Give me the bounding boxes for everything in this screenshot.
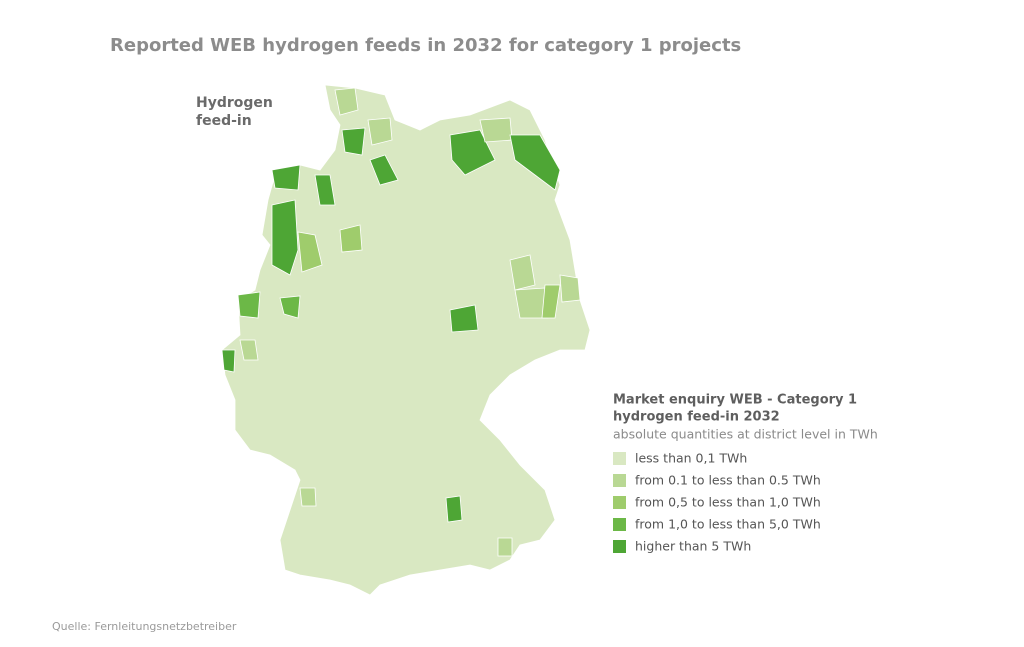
map (221, 84, 591, 596)
district (339, 224, 363, 253)
district (449, 129, 496, 176)
legend-title: hydrogen feed-in 2032 (613, 410, 780, 425)
district (341, 127, 366, 156)
district (279, 295, 301, 319)
district (221, 349, 236, 373)
district (509, 134, 561, 191)
legend: less than 0,1 TWh from 0.1 to less than 0… (613, 451, 821, 554)
legend-label: less than 0,1 TWh (635, 451, 747, 466)
district (541, 284, 561, 319)
district (559, 274, 581, 303)
district (479, 117, 513, 143)
legend-swatch (613, 452, 626, 465)
legend-swatch (613, 474, 626, 487)
source: Quelle: Fernleitungsnetzbetreiber (52, 620, 237, 633)
legend-label: from 1,0 to less than 5,0 TWh (635, 517, 821, 532)
district (299, 487, 317, 507)
legend-swatch (613, 540, 626, 553)
district (239, 339, 259, 361)
legend-swatch (613, 496, 626, 509)
district (314, 174, 336, 206)
district (449, 304, 479, 333)
map-label: feed-in (196, 113, 252, 129)
map-label: Hydrogen (196, 95, 273, 111)
district (237, 291, 261, 319)
legend-title: Market enquiry WEB - Category 1 (613, 393, 857, 408)
district (497, 537, 513, 557)
legend-subtitle: absolute quantities at district level in… (613, 427, 878, 442)
title: Reported WEB hydrogen feeds in 2032 for … (110, 35, 741, 56)
germany (221, 84, 591, 596)
legend-label: higher than 5 TWh (635, 539, 751, 554)
district (445, 495, 463, 523)
legend-label: from 0,5 to less than 1,0 TWh (635, 495, 821, 510)
district (297, 231, 323, 273)
district (369, 154, 399, 186)
district (271, 164, 301, 191)
district (334, 87, 359, 116)
legend-swatch (613, 518, 626, 531)
district (509, 254, 536, 291)
legend-label: from 0.1 to less than 0.5 TWh (635, 473, 821, 488)
district (367, 117, 393, 146)
district (271, 199, 299, 276)
